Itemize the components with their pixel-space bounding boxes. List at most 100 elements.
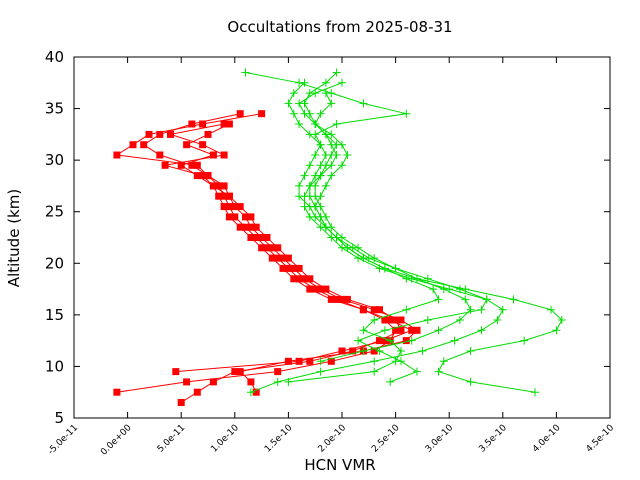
data-point-square [268,254,276,262]
data-point-plus [289,109,298,118]
data-point-plus [493,316,502,324]
data-point-plus [295,181,304,190]
data-point-plus [354,336,363,345]
data-point-plus [509,295,518,304]
x-tick-label: -5.0e-11 [46,423,80,457]
data-point-square [306,285,314,293]
data-point-square [129,141,137,149]
data-point-square [397,316,405,324]
series-line [116,113,397,393]
data-point-square [193,172,201,180]
data-point-plus [434,326,443,335]
x-tick-label: 1.5e-10 [263,423,295,455]
data-point-square [161,161,169,169]
data-point-plus [455,316,464,324]
data-point-plus [429,285,438,294]
data-point-square [359,306,367,314]
data-point-plus [418,347,427,355]
y-tick-label: 30 [45,151,64,169]
data-point-square [199,120,207,128]
data-point-square [113,151,121,159]
data-point-square [349,347,357,355]
data-point-square [199,141,207,149]
data-point-plus [455,285,464,294]
data-point-square [220,182,228,190]
data-point-square [295,264,303,272]
data-point-square [145,130,153,138]
data-point-square [284,264,292,272]
data-point-plus [477,305,486,314]
data-point-plus [311,181,320,190]
data-point-square [306,275,314,283]
series-line [245,72,563,393]
data-point-square [327,357,335,365]
data-point-square [274,254,282,262]
data-point-plus [321,130,330,139]
profile-series [161,120,416,376]
data-point-plus [477,326,486,335]
data-point-square [301,275,308,283]
data-point-square [392,326,400,334]
y-tick-label: 25 [45,203,64,221]
data-point-square [225,213,233,221]
data-point-plus [300,109,309,118]
data-point-plus [327,99,336,108]
data-point-plus [413,274,421,283]
data-point-square [252,388,260,396]
series-line [250,72,504,393]
data-point-square [242,223,249,231]
data-point-plus [450,336,459,345]
data-point-square [177,161,185,169]
data-point-square [188,120,196,128]
data-point-square [284,254,292,262]
profile-series [311,89,475,366]
data-point-square [327,295,335,303]
data-point-square [220,151,228,159]
data-point-square [381,337,389,345]
x-axis-ticks: -5.0e-11 0.0e+00 5.0e-11 1.0e-10 1.5e-10 2.0e… [46,57,616,458]
data-point-plus [332,140,341,149]
data-point-plus [343,243,352,252]
data-point-square [252,223,260,231]
data-point-square [343,295,351,303]
data-point-square [408,326,416,334]
data-point-square [290,264,298,272]
data-point-square [311,285,319,293]
y-axis-label: Altitude (km) [5,189,23,287]
data-point-square [225,120,233,128]
data-point-plus [321,212,330,221]
x-tick-label: 2.5e-10 [370,423,402,455]
profile-series [177,120,421,396]
data-point-plus [321,78,330,87]
data-point-plus [370,357,379,366]
data-point-square [274,244,282,252]
data-point-square [225,203,233,211]
x-tick-label: 2.0e-10 [317,423,349,455]
data-point-plus [284,99,293,108]
data-point-square [156,151,164,159]
data-point-square [183,378,191,386]
data-point-plus [386,377,395,386]
y-tick-label: 40 [45,48,64,66]
x-tick-label: 1.0e-10 [209,423,241,455]
x-tick-label: 4.0e-10 [531,423,563,455]
data-point-square [386,316,394,324]
data-point-plus [305,130,314,139]
x-tick-label: 5.0e-11 [156,423,188,455]
data-point-plus [295,99,304,108]
data-point-square [236,203,244,211]
data-point-plus [386,336,395,345]
data-point-square [263,234,271,241]
data-point-plus [321,181,330,190]
data-point-square [279,264,287,272]
data-point-plus [482,295,491,304]
y-tick-label: 35 [45,100,64,118]
data-point-square [258,234,266,241]
data-point-square [193,388,201,396]
data-point-plus [338,233,346,242]
data-point-square [140,141,148,149]
data-point-plus [434,367,443,376]
x-tick-label: 3.0e-10 [424,423,456,455]
data-point-square [295,357,303,365]
data-point-plus [305,161,314,170]
